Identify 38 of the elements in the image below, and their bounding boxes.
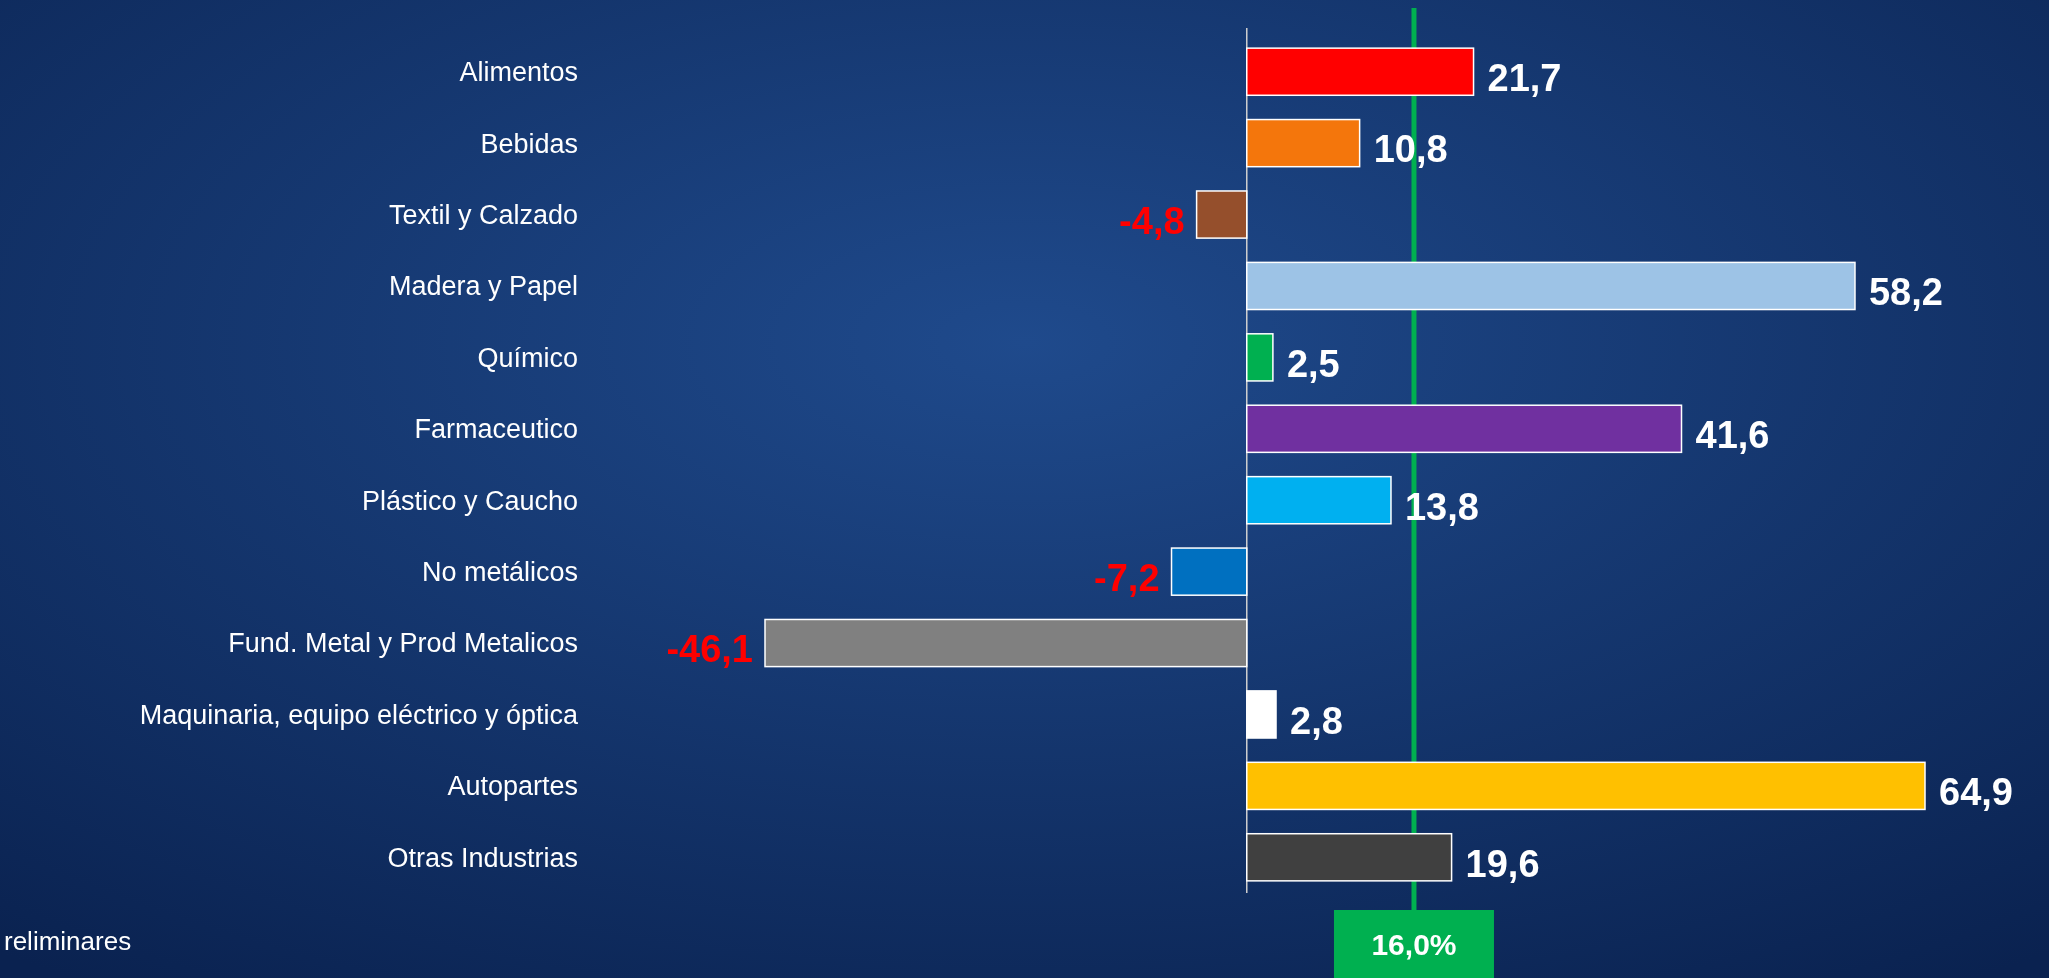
y-tick-label: Bebidas [480, 128, 578, 159]
bar [1246, 261, 1856, 311]
data-label: -46,1 [666, 628, 753, 671]
data-label: 10,8 [1373, 128, 1448, 171]
data-label: 41,6 [1695, 414, 1770, 457]
data-label: 21,7 [1487, 57, 1562, 100]
y-tick-label: Plástico y Caucho [361, 485, 578, 516]
data-label: -4,8 [1119, 199, 1185, 242]
data-label: -7,2 [1094, 556, 1160, 599]
y-tick-label: Otras Industrias [387, 842, 578, 873]
bar [1246, 832, 1453, 882]
data-label: 2,8 [1290, 699, 1343, 742]
bar [1246, 475, 1392, 525]
y-tick-label: No metálicos [421, 557, 578, 588]
y-tick-label: Fund. Metal y Prod Metalicos [228, 628, 578, 659]
y-tick-label: Autopartes [447, 771, 578, 802]
bar [1246, 47, 1475, 97]
ref-line-label: 16,0% [1371, 927, 1457, 961]
bar [1246, 404, 1683, 454]
data-label: 13,8 [1404, 485, 1479, 528]
data-label: 2,5 [1286, 342, 1340, 385]
bar [764, 618, 1248, 668]
text: reliminares [4, 926, 132, 957]
y-tick-label: Maquinaria, equipo eléctrico y óptica [139, 699, 579, 730]
y-tick-label: Farmaceutico [414, 414, 578, 445]
y-tick-label: Madera y Papel [388, 271, 578, 302]
y-tick-label: Químico [477, 342, 578, 373]
y-tick-label: Alimentos [459, 57, 578, 88]
bar [1195, 190, 1248, 239]
bar [1170, 547, 1248, 596]
bar [1246, 761, 1926, 811]
data-label: 19,6 [1465, 842, 1540, 885]
data-label: 58,2 [1868, 271, 1943, 314]
y-tick-label: Textil y Calzado [388, 199, 578, 230]
data-label: 64,9 [1939, 771, 2013, 814]
bar [1246, 690, 1277, 739]
bar [1246, 118, 1361, 168]
bar [1246, 333, 1274, 382]
